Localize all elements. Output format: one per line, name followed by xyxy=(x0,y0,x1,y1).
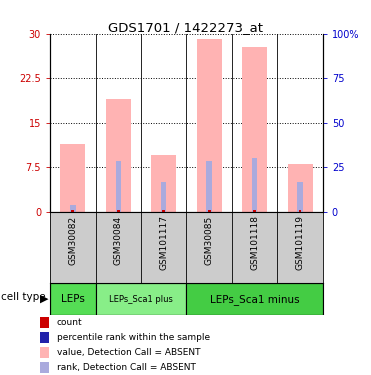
Text: GSM101117: GSM101117 xyxy=(159,215,168,270)
Text: LEPs_Sca1 minus: LEPs_Sca1 minus xyxy=(210,294,299,304)
Bar xyxy=(288,164,312,212)
Text: rank, Detection Call = ABSENT: rank, Detection Call = ABSENT xyxy=(56,363,196,372)
Bar xyxy=(115,161,121,212)
Bar xyxy=(162,210,165,212)
Text: ▶: ▶ xyxy=(40,294,48,304)
Bar xyxy=(60,144,85,212)
Bar xyxy=(151,156,176,212)
Bar xyxy=(40,332,49,343)
Bar xyxy=(72,210,74,212)
Bar xyxy=(197,39,221,212)
Bar xyxy=(252,158,257,212)
Bar xyxy=(106,99,131,212)
Text: GDS1701 / 1422273_at: GDS1701 / 1422273_at xyxy=(108,21,263,34)
Text: percentile rank within the sample: percentile rank within the sample xyxy=(56,333,210,342)
Text: GSM30085: GSM30085 xyxy=(205,215,214,265)
Bar xyxy=(187,283,323,315)
Text: GSM30082: GSM30082 xyxy=(68,215,77,265)
Bar xyxy=(297,182,303,212)
Text: count: count xyxy=(56,318,82,327)
Bar xyxy=(161,182,167,212)
Text: GSM30084: GSM30084 xyxy=(114,215,123,265)
Bar xyxy=(208,210,210,212)
Bar xyxy=(117,210,119,212)
Text: LEPs: LEPs xyxy=(61,294,85,304)
Text: value, Detection Call = ABSENT: value, Detection Call = ABSENT xyxy=(56,348,200,357)
Bar xyxy=(70,205,76,212)
Bar xyxy=(40,317,49,328)
Bar xyxy=(299,210,301,212)
Text: GSM101118: GSM101118 xyxy=(250,215,259,270)
Bar xyxy=(40,362,49,373)
Text: cell type: cell type xyxy=(1,292,45,302)
Bar xyxy=(253,210,256,212)
Bar xyxy=(50,283,96,315)
Bar xyxy=(242,47,267,212)
Bar xyxy=(40,347,49,358)
Bar xyxy=(206,161,212,212)
Text: LEPs_Sca1 plus: LEPs_Sca1 plus xyxy=(109,295,173,304)
Text: GSM101119: GSM101119 xyxy=(296,215,305,270)
Bar xyxy=(96,283,187,315)
